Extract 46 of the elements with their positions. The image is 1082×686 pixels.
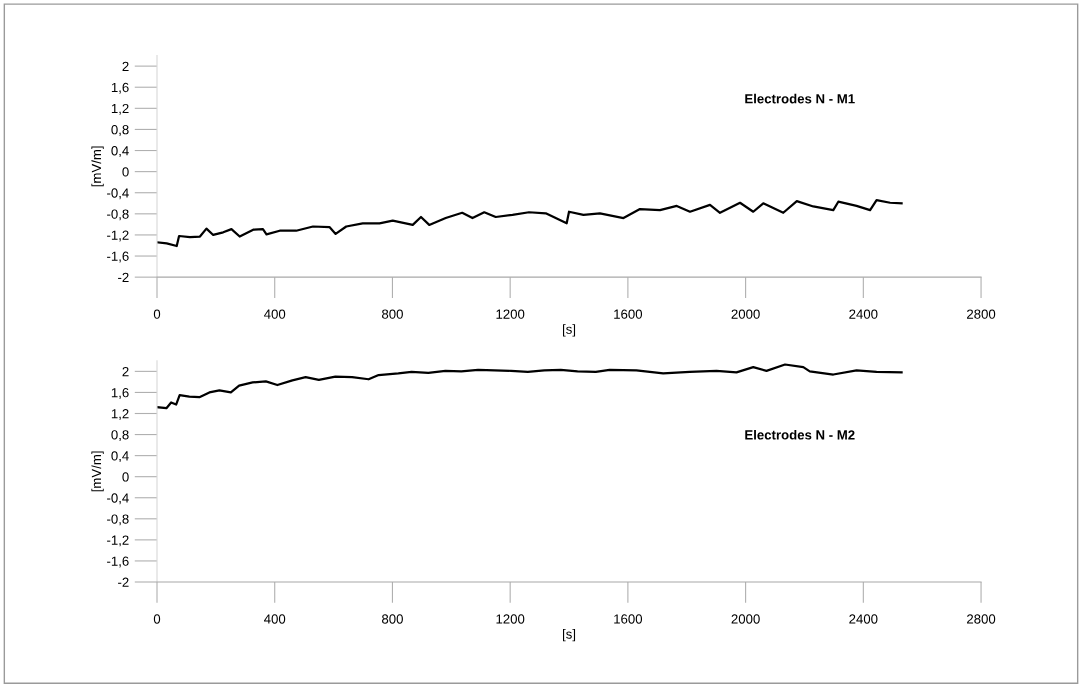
y-tick-label: -0,8 <box>107 514 129 526</box>
y-tick-label: -2 <box>118 272 129 282</box>
y-tick-label: -1,6 <box>107 556 129 568</box>
y-tick-label: 1,6 <box>111 388 129 399</box>
y-tick-label: -0,8 <box>107 209 129 221</box>
y-tick-label: 0,8 <box>111 124 129 136</box>
x-tick-label: 2000 <box>731 309 760 319</box>
x-tick-label: 2000 <box>731 614 760 624</box>
line-series <box>157 363 903 410</box>
y-tick-label: 0 <box>122 167 129 177</box>
x-tick-label: 1200 <box>496 614 525 624</box>
annotation: Electrodes N - M1 <box>745 93 855 104</box>
y-tick-label: -2 <box>118 577 129 587</box>
x-axis-title: [s] <box>563 629 576 642</box>
y-tick-label: 1,2 <box>111 409 129 420</box>
y-tick-label: -1,2 <box>107 230 129 242</box>
y-tick-label: 2 <box>122 61 129 71</box>
annotation: Electrodes N - M2 <box>745 429 855 440</box>
y-tick-label: 0,4 <box>111 451 129 463</box>
x-tick-label: 2400 <box>849 309 878 319</box>
x-tick-label: 2800 <box>967 614 996 624</box>
y-tick-label: 0 <box>122 472 129 482</box>
x-tick-label: 400 <box>264 614 286 624</box>
y-tick-label: 0,8 <box>111 430 129 442</box>
y-tick-label: 1,2 <box>111 103 129 115</box>
y-axis-title: [mV/m] <box>91 451 104 492</box>
x-axis-title: [s] <box>563 324 576 337</box>
x-tick-label: 1600 <box>614 614 643 624</box>
y-axis-title: [mV/m] <box>91 146 104 187</box>
y-tick-label: 0,4 <box>111 146 129 157</box>
y-tick-label: -1,2 <box>107 535 129 547</box>
y-tick-label: -0,4 <box>107 188 129 200</box>
y-tick-label: -0,4 <box>107 493 129 505</box>
y-tick-label: -1,6 <box>107 251 129 263</box>
y-tick-label: 1,6 <box>111 82 129 94</box>
x-tick-label: 0 <box>153 309 161 319</box>
y-tick-label: 2 <box>122 366 129 377</box>
x-tick-label: 1600 <box>614 309 643 319</box>
x-tick-label: 400 <box>264 309 286 319</box>
x-tick-label: 800 <box>382 614 403 624</box>
x-tick-label: 0 <box>153 614 161 624</box>
x-tick-label: 2800 <box>967 309 996 319</box>
line-series <box>157 199 903 248</box>
x-tick-label: 800 <box>382 309 403 319</box>
x-tick-label: 1200 <box>496 309 525 319</box>
x-tick-label: 2400 <box>849 614 878 624</box>
